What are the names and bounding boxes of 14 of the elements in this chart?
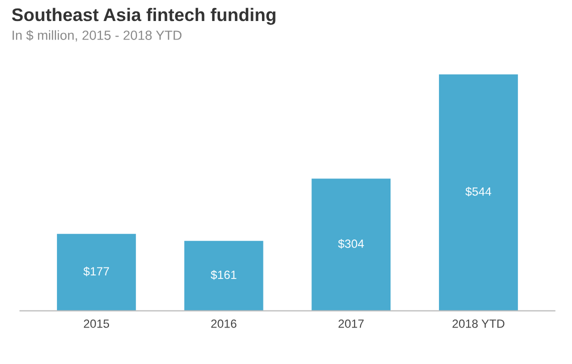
data-label: $177	[83, 266, 109, 276]
x-tick-label: 2016	[211, 320, 236, 328]
x-tick-label: 2018 YTD	[452, 320, 504, 328]
bar	[56, 234, 136, 311]
data-label: $161	[210, 270, 236, 280]
x-tick-label: 2015	[84, 320, 110, 328]
bar	[438, 74, 518, 311]
x-tick-label: 2017	[338, 320, 364, 328]
data-label: $544	[465, 186, 492, 196]
bar	[184, 240, 264, 311]
data-label: $304	[338, 239, 364, 249]
bar	[312, 178, 391, 311]
chart-subtitle: In $ million, 2015 - 2018 YTD	[12, 30, 182, 42]
chart-title: Southeast Asia fintech funding	[12, 8, 276, 25]
